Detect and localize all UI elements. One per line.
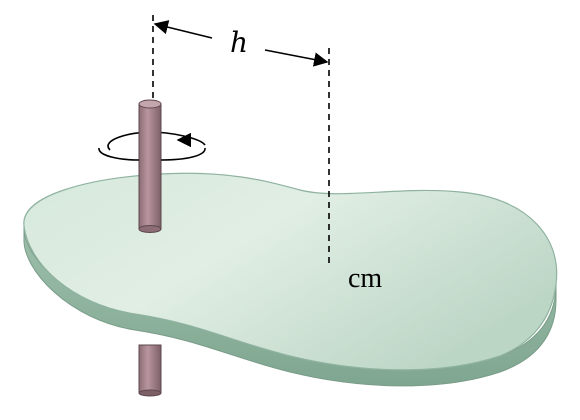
axle-lower [138, 344, 162, 397]
h-arrow-right [264, 49, 329, 67]
rotation-arrow-icon [98, 132, 206, 161]
center-of-mass-label: cm [348, 263, 382, 294]
plate-top [23, 172, 558, 371]
distance-label: h [230, 26, 248, 59]
h-arrow-left [153, 20, 213, 39]
axle-rod [138, 99, 162, 233]
